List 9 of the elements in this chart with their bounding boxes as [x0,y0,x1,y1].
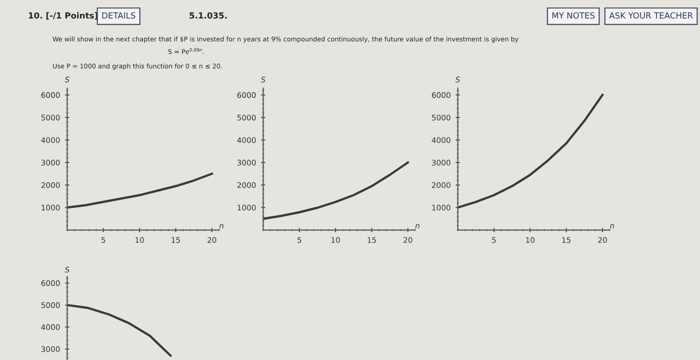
line-series [263,161,409,220]
line-series [67,304,172,357]
line-series [458,94,604,209]
text: 10. [-/1 Points] [28,12,98,20]
text: ASK YOUR TEACHER [609,12,693,19]
line-series [67,172,213,209]
text: MY NOTES [552,12,595,19]
text: DETAILS [102,12,136,19]
text: 5.1.035. [190,12,227,19]
